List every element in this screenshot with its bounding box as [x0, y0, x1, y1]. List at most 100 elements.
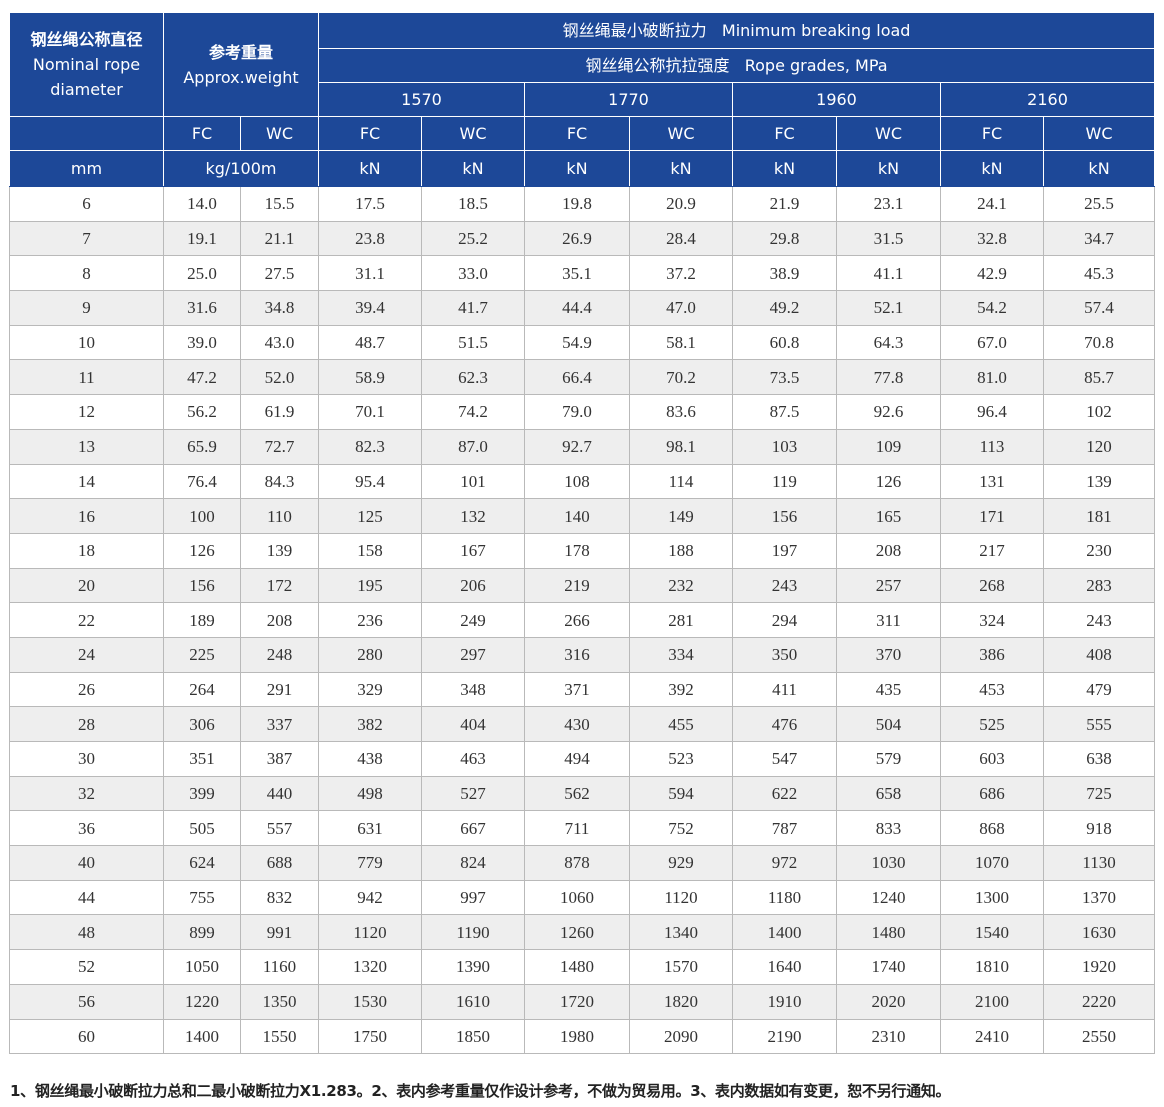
rope-spec-table: 钢丝绳公称直径 Nominal rope diameter 参考重量 Appro…	[9, 12, 1156, 1055]
table-cell: 438	[318, 741, 422, 777]
table-cell: 52.1	[836, 290, 941, 326]
table-cell: 26.9	[524, 220, 630, 257]
table-cell: 1530	[318, 983, 422, 1020]
table-row: 12 56.2 61.9 70.1 74.2 79.0 83.6 87.5 92.6 96.4 10…	[9, 394, 1156, 430]
table-row: 36 505 557 631 667 711 752 787 833 868 918	[9, 810, 1156, 847]
diameter-cell: 11	[9, 359, 164, 396]
table-cell: 1370	[1042, 879, 1156, 916]
table-cell: 25.2	[421, 220, 525, 257]
table-cell: 64.3	[836, 324, 941, 361]
table-cell: 82.3	[318, 428, 422, 465]
diameter-cell: 9	[9, 290, 164, 326]
table-cell: 334	[629, 636, 733, 673]
footnote: 1、钢丝绳最小破断拉力总和二最小破断拉力X1.283。2、表内参考重量仅作设计参…	[10, 1082, 951, 1100]
table-cell: 178	[524, 532, 630, 569]
sub-header-wc: WC	[836, 116, 941, 151]
table-cell: 294	[732, 602, 837, 638]
table-cell: 1400	[732, 914, 837, 951]
table-cell: 108	[524, 463, 630, 500]
table-cell: 51.5	[421, 324, 525, 361]
diameter-cell: 13	[9, 428, 164, 465]
table-row: 24 225 248 280 297 316 334 350 370 386 408	[9, 636, 1156, 673]
table-row: 14 76.4 84.3 95.4 101 108 114 119 126 131 139	[9, 463, 1156, 500]
table-cell: 14.0	[163, 186, 241, 222]
table-cell: 686	[940, 775, 1044, 812]
table-cell: 257	[836, 567, 941, 604]
table-cell: 525	[940, 706, 1044, 742]
table-cell: 110	[240, 498, 319, 534]
table-cell: 92.6	[836, 394, 941, 430]
table-cell: 658	[836, 775, 941, 812]
table-cell: 101	[421, 463, 525, 500]
diameter-cell: 52	[9, 949, 164, 985]
table-cell: 248	[240, 636, 319, 673]
sub-header-wc: WC	[629, 116, 733, 151]
diameter-cell: 8	[9, 255, 164, 292]
table-cell: 523	[629, 741, 733, 777]
table-cell: 1220	[163, 983, 241, 1020]
table-cell: 72.7	[240, 428, 319, 465]
table-cell: 23.8	[318, 220, 422, 257]
table-cell: 404	[421, 706, 525, 742]
table-cell: 126	[163, 532, 241, 569]
table-cell: 165	[836, 498, 941, 534]
table-cell: 167	[421, 532, 525, 569]
table-cell: 44.4	[524, 290, 630, 326]
table-cell: 60.8	[732, 324, 837, 361]
table-cell: 76.4	[163, 463, 241, 500]
table-cell: 114	[629, 463, 733, 500]
table-cell: 25.0	[163, 255, 241, 292]
table-row: 10 39.0 43.0 48.7 51.5 54.9 58.1 60.8 64.3 67.0 70…	[9, 324, 1156, 361]
unit-kn: kN	[421, 150, 525, 187]
table-cell: 188	[629, 532, 733, 569]
table-cell: 243	[732, 567, 837, 604]
table-cell: 149	[629, 498, 733, 534]
table-cell: 455	[629, 706, 733, 742]
table-cell: 266	[524, 602, 630, 638]
table-cell: 219	[524, 567, 630, 604]
table-cell: 878	[524, 845, 630, 881]
table-cell: 172	[240, 567, 319, 604]
table-cell: 35.1	[524, 255, 630, 292]
table-cell: 711	[524, 810, 630, 847]
table-cell: 504	[836, 706, 941, 742]
diameter-cell: 60	[9, 1018, 164, 1055]
table-cell: 125	[318, 498, 422, 534]
table-cell: 2310	[836, 1018, 941, 1055]
table-cell: 47.0	[629, 290, 733, 326]
table-cell: 1390	[421, 949, 525, 985]
table-cell: 100	[163, 498, 241, 534]
table-cell: 579	[836, 741, 941, 777]
table-cell: 2100	[940, 983, 1044, 1020]
table-cell: 15.5	[240, 186, 319, 222]
table-cell: 189	[163, 602, 241, 638]
table-row: 6 14.0 15.5 17.5 18.5 19.8 20.9 21.9 23.1 24.1 25.…	[9, 186, 1156, 222]
table-cell: 156	[163, 567, 241, 604]
diameter-cell: 30	[9, 741, 164, 777]
diameter-cell: 48	[9, 914, 164, 951]
table-cell: 725	[1042, 775, 1156, 812]
table-cell: 370	[836, 636, 941, 673]
diameter-cell: 56	[9, 983, 164, 1020]
table-cell: 868	[940, 810, 1044, 847]
table-cell: 208	[836, 532, 941, 569]
table-cell: 824	[421, 845, 525, 881]
table-cell: 555	[1042, 706, 1156, 742]
table-cell: 297	[421, 636, 525, 673]
table-cell: 688	[240, 845, 319, 881]
table-cell: 32.8	[940, 220, 1044, 257]
table-cell: 1350	[240, 983, 319, 1020]
table-cell: 54.2	[940, 290, 1044, 326]
grade-1770-header: 1770	[524, 82, 733, 117]
table-cell: 337	[240, 706, 319, 742]
table-row: 26 264 291 329 348 371 392 411 435 453 479	[9, 671, 1156, 708]
table-cell: 476	[732, 706, 837, 742]
table-cell: 120	[1042, 428, 1156, 465]
table-cell: 208	[240, 602, 319, 638]
table-cell: 17.5	[318, 186, 422, 222]
diameter-cell: 36	[9, 810, 164, 847]
table-cell: 31.1	[318, 255, 422, 292]
diameter-header: 钢丝绳公称直径 Nominal rope diameter	[9, 12, 164, 117]
table-cell: 832	[240, 879, 319, 916]
weight-header: 参考重量 Approx.weight	[163, 12, 319, 117]
